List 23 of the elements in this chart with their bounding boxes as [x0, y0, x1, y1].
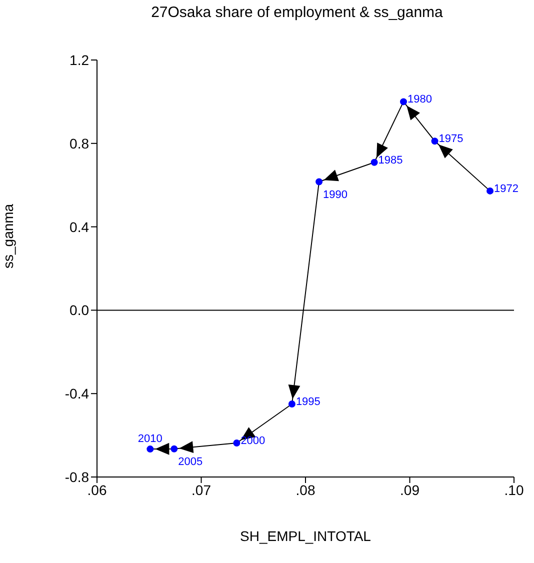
annotation: 1985: [378, 154, 403, 166]
annotation: 1972: [494, 182, 519, 195]
y-tick-label: 0.0: [70, 302, 90, 318]
annotation: 2010: [138, 433, 162, 446]
x-tick-label: .09: [400, 482, 420, 498]
annotation: 1990: [323, 188, 348, 201]
y-tick-label: -0.8: [64, 468, 90, 485]
y-tick-label: 1.2: [70, 52, 90, 68]
y-tick-label: 0.8: [70, 135, 90, 152]
x-tick-label: .10: [504, 482, 524, 498]
annotation: 2005: [178, 456, 203, 468]
annotation: 1975: [438, 133, 464, 146]
x-axis-title: SH_EMPL_INTOTAL: [240, 528, 372, 544]
y-axis-title: ss_ganma: [0, 204, 16, 268]
x-tick-label: .06: [87, 482, 107, 498]
x-tick-label: .08: [296, 482, 316, 498]
annotation: 1980: [407, 94, 432, 106]
y-tick-label: -0.4: [64, 386, 90, 402]
chart-title: 27Osaka share of employment & ss_ganma: [150, 4, 444, 21]
x-tick-label: .07: [192, 482, 212, 498]
annotation: 1995: [296, 396, 320, 408]
y-tick-label: 0.4: [70, 218, 90, 235]
annotation: 2000: [240, 435, 266, 448]
